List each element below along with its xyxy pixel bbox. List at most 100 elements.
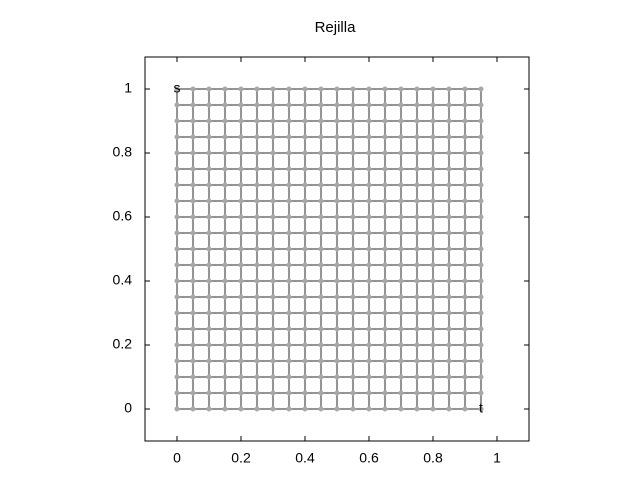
node — [222, 278, 228, 284]
node — [286, 342, 292, 348]
node — [238, 406, 244, 412]
node — [254, 358, 260, 364]
node — [414, 246, 420, 252]
node — [174, 326, 180, 332]
node — [462, 390, 468, 396]
node — [334, 182, 340, 188]
node — [414, 358, 420, 364]
node — [174, 310, 180, 316]
node — [430, 134, 436, 140]
node — [174, 118, 180, 124]
node — [302, 294, 308, 300]
node — [366, 102, 372, 108]
node — [222, 214, 228, 220]
node — [318, 310, 324, 316]
node — [350, 294, 356, 300]
node — [446, 374, 452, 380]
x-tick-label: 0.4 — [295, 450, 315, 466]
node — [318, 262, 324, 268]
node — [286, 390, 292, 396]
node — [270, 278, 276, 284]
node — [382, 86, 388, 92]
node — [190, 342, 196, 348]
node — [318, 118, 324, 124]
node — [334, 102, 340, 108]
node — [446, 118, 452, 124]
node — [318, 102, 324, 108]
node — [382, 246, 388, 252]
node — [382, 182, 388, 188]
node — [302, 102, 308, 108]
plot-frame — [144, 56, 530, 442]
node — [478, 342, 484, 348]
node — [302, 230, 308, 236]
node — [238, 198, 244, 204]
node — [318, 278, 324, 284]
node — [366, 406, 372, 412]
node — [206, 278, 212, 284]
node — [430, 310, 436, 316]
node — [478, 102, 484, 108]
node — [398, 262, 404, 268]
node — [334, 118, 340, 124]
node — [350, 342, 356, 348]
node — [398, 390, 404, 396]
node — [206, 342, 212, 348]
node — [414, 374, 420, 380]
node — [174, 246, 180, 252]
node — [414, 118, 420, 124]
node — [190, 118, 196, 124]
node — [286, 230, 292, 236]
node — [270, 310, 276, 316]
node — [366, 166, 372, 172]
node — [462, 310, 468, 316]
node — [414, 230, 420, 236]
node — [334, 86, 340, 92]
node — [414, 278, 420, 284]
node — [174, 150, 180, 156]
x-tick-label: 1 — [493, 450, 501, 466]
node — [334, 358, 340, 364]
node — [398, 198, 404, 204]
node — [174, 134, 180, 140]
node — [270, 166, 276, 172]
node — [334, 374, 340, 380]
node — [398, 374, 404, 380]
node — [414, 310, 420, 316]
node — [366, 390, 372, 396]
node — [238, 230, 244, 236]
node — [238, 118, 244, 124]
node — [190, 102, 196, 108]
node — [430, 150, 436, 156]
node — [222, 198, 228, 204]
node — [286, 374, 292, 380]
node — [238, 246, 244, 252]
node — [254, 294, 260, 300]
node — [382, 102, 388, 108]
node — [286, 102, 292, 108]
node — [222, 326, 228, 332]
node — [430, 214, 436, 220]
x-tick-label: 0.2 — [231, 450, 251, 466]
node — [462, 230, 468, 236]
node — [318, 358, 324, 364]
node — [414, 406, 420, 412]
node — [462, 278, 468, 284]
node — [430, 118, 436, 124]
node — [430, 102, 436, 108]
node — [462, 262, 468, 268]
node — [318, 182, 324, 188]
node — [222, 86, 228, 92]
node — [318, 214, 324, 220]
node — [334, 166, 340, 172]
node — [238, 358, 244, 364]
node — [254, 390, 260, 396]
node — [446, 294, 452, 300]
node — [318, 390, 324, 396]
node — [414, 86, 420, 92]
node — [478, 214, 484, 220]
node — [334, 214, 340, 220]
node — [478, 134, 484, 140]
node — [270, 406, 276, 412]
